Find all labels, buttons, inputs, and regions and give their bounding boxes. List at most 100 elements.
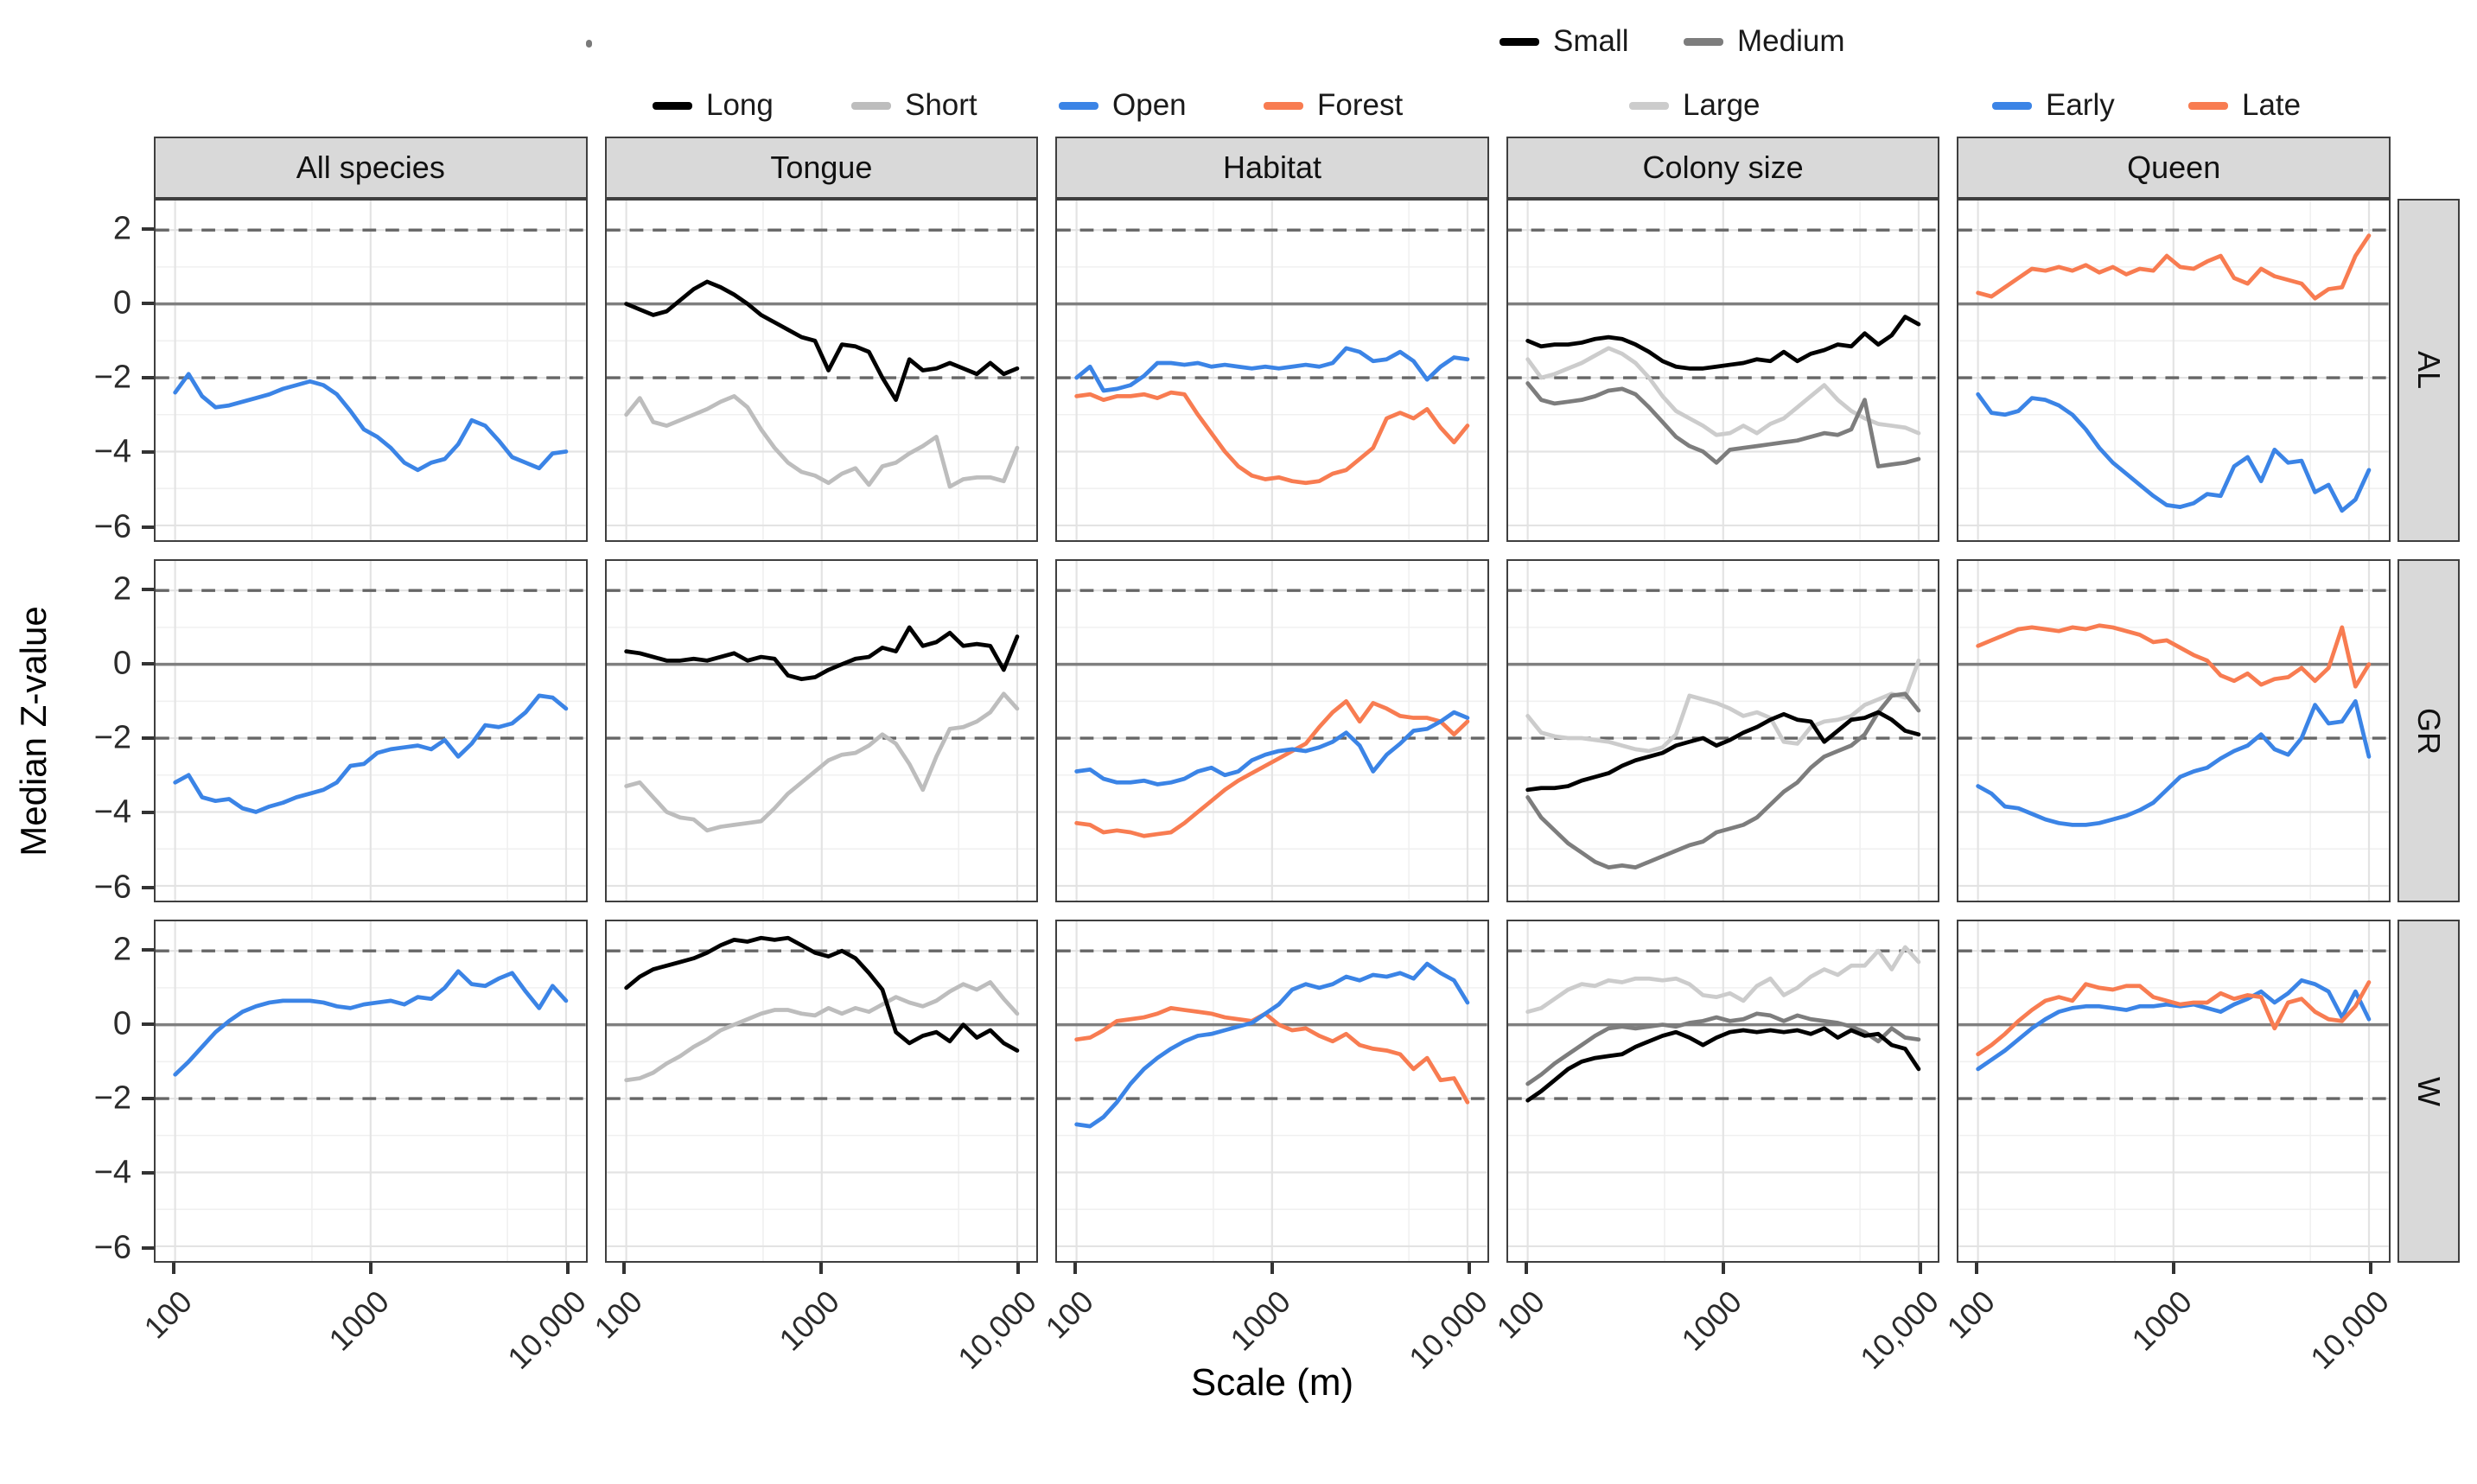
y-tick-mark bbox=[142, 736, 154, 741]
x-tick-mark bbox=[1524, 1263, 1528, 1274]
facet-strip-queen: Queen bbox=[1957, 137, 2391, 199]
series-line-large bbox=[1525, 945, 1921, 1015]
facet-strip-label: All species bbox=[296, 150, 445, 185]
panel-al-queen bbox=[1957, 199, 2391, 542]
facet-strip-label: Habitat bbox=[1222, 150, 1322, 185]
panel-gr-queen bbox=[1957, 559, 2391, 902]
y-tick-labels-row-w: 2 0 −2 −4 −6 bbox=[57, 920, 154, 1266]
panel-w-colony-size bbox=[1506, 920, 1940, 1263]
legend-label: Small bbox=[1553, 24, 1629, 58]
y-tick-label: 0 bbox=[112, 284, 131, 322]
facet-strip-label: Queen bbox=[2127, 150, 2221, 185]
series-line-large bbox=[1525, 346, 1921, 437]
legend-label: Large bbox=[1683, 88, 1761, 122]
panel-al-habitat bbox=[1055, 199, 1489, 542]
x-tick-mark bbox=[2369, 1263, 2373, 1274]
series-line-open bbox=[1074, 346, 1470, 393]
series-line-medium bbox=[1525, 381, 1921, 468]
facet-strip-al: AL bbox=[2397, 199, 2460, 542]
x-tick-mark bbox=[819, 1263, 824, 1274]
y-tick-label: −6 bbox=[93, 869, 131, 906]
x-tick-mark bbox=[1467, 1263, 1471, 1274]
series-line-long bbox=[623, 625, 1019, 682]
y-tick-mark bbox=[142, 301, 154, 305]
y-tick-label: −4 bbox=[93, 793, 131, 831]
series-line-forest bbox=[1074, 1006, 1470, 1105]
x-axis-title: Scale (m) bbox=[154, 1361, 2391, 1415]
series-line-small bbox=[1525, 315, 1921, 371]
x-tick-mark bbox=[565, 1263, 570, 1274]
facet-strip-label: W bbox=[2411, 1076, 2447, 1106]
x-tick-mark bbox=[1073, 1263, 1077, 1274]
facet-grid: Median Z-value All species Tongue Habita… bbox=[10, 137, 2460, 1415]
legend-swatch-medium bbox=[1684, 37, 1723, 46]
x-axis-title-text: Scale (m) bbox=[1190, 1361, 1354, 1404]
y-tick-mark bbox=[142, 1245, 154, 1250]
y-tick-label: −6 bbox=[93, 508, 131, 545]
facet-strip-label: GR bbox=[2411, 707, 2447, 755]
x-tick-labels-habitat: 100 1000 10,000 bbox=[1039, 1263, 1494, 1376]
legend-item-medium: Medium bbox=[1684, 22, 1844, 61]
legend-label: Open bbox=[1112, 88, 1187, 122]
y-tick-mark bbox=[142, 885, 154, 889]
series-line-early bbox=[1976, 392, 2372, 513]
legend-label: Forest bbox=[1317, 88, 1404, 122]
series-line-late bbox=[1976, 623, 2372, 689]
series-line-small bbox=[1525, 1026, 1921, 1103]
y-tick-label: 2 bbox=[112, 931, 131, 968]
series-line-open bbox=[1074, 710, 1470, 787]
series-line-long bbox=[623, 935, 1019, 1053]
x-tick-mark bbox=[1721, 1263, 1725, 1274]
series-line-early bbox=[1976, 978, 2372, 1072]
x-tick-labels-all-species: 100 1000 10,000 bbox=[137, 1263, 593, 1376]
legend-label: Medium bbox=[1737, 24, 1845, 58]
y-tick-label: −4 bbox=[93, 433, 131, 470]
y-tick-label: 2 bbox=[112, 210, 131, 247]
panel-gr-colony-size bbox=[1506, 559, 1940, 902]
series-line-short bbox=[623, 691, 1019, 833]
legend-label: Early bbox=[2046, 88, 2115, 122]
series-line-short bbox=[623, 980, 1019, 1083]
facet-strip-gr: GR bbox=[2397, 559, 2460, 902]
y-tick-label: 2 bbox=[112, 570, 131, 608]
series-line-late bbox=[1976, 980, 2372, 1057]
legend-item-small: Small bbox=[1500, 22, 1629, 61]
legend-item-large: Large bbox=[1629, 86, 1761, 124]
y-axis-title-text: Median Z-value bbox=[13, 605, 54, 857]
facet-strip-all-species: All species bbox=[154, 137, 588, 199]
series-line-short bbox=[623, 394, 1019, 489]
facet-strip-w: W bbox=[2397, 920, 2460, 1263]
legend-label: Long bbox=[706, 88, 774, 122]
panel-w-tongue bbox=[604, 920, 1039, 1263]
x-tick-labels-colony-size: 100 1000 10,000 bbox=[1489, 1263, 1945, 1376]
facet-strip-tongue: Tongue bbox=[604, 137, 1039, 199]
y-tick-label: −2 bbox=[93, 719, 131, 756]
series-line-early bbox=[1976, 698, 2372, 827]
series-line-forest bbox=[1074, 698, 1470, 838]
y-tick-mark bbox=[142, 450, 154, 455]
x-tick-labels-tongue: 100 1000 10,000 bbox=[588, 1263, 1043, 1376]
series-line-small bbox=[1525, 710, 1921, 793]
x-tick-mark bbox=[1016, 1263, 1021, 1274]
legend-swatch-short bbox=[851, 101, 891, 110]
y-tick-mark bbox=[142, 587, 154, 591]
panel-al-tongue bbox=[604, 199, 1039, 542]
y-axis-title: Median Z-value bbox=[10, 199, 57, 1263]
panel-w-queen bbox=[1957, 920, 2391, 1263]
legend-swatch-early bbox=[1992, 101, 2032, 110]
y-tick-label: −6 bbox=[93, 1229, 131, 1266]
legend-item-forest: Forest bbox=[1264, 86, 1403, 124]
series-line-all-species bbox=[173, 969, 569, 1077]
facet-strip-label: Tongue bbox=[770, 150, 873, 185]
legend-label: Short bbox=[905, 88, 977, 122]
panel-al-colony-size bbox=[1506, 199, 1940, 542]
y-tick-mark bbox=[142, 525, 154, 529]
y-tick-label: −2 bbox=[93, 1080, 131, 1117]
y-tick-label: −4 bbox=[93, 1154, 131, 1191]
legend-swatch-open bbox=[1059, 101, 1098, 110]
series-line-all-species bbox=[173, 372, 569, 473]
panel-w-all-species bbox=[154, 920, 588, 1263]
series-line-all-species bbox=[173, 693, 569, 814]
y-tick-mark bbox=[142, 811, 154, 815]
